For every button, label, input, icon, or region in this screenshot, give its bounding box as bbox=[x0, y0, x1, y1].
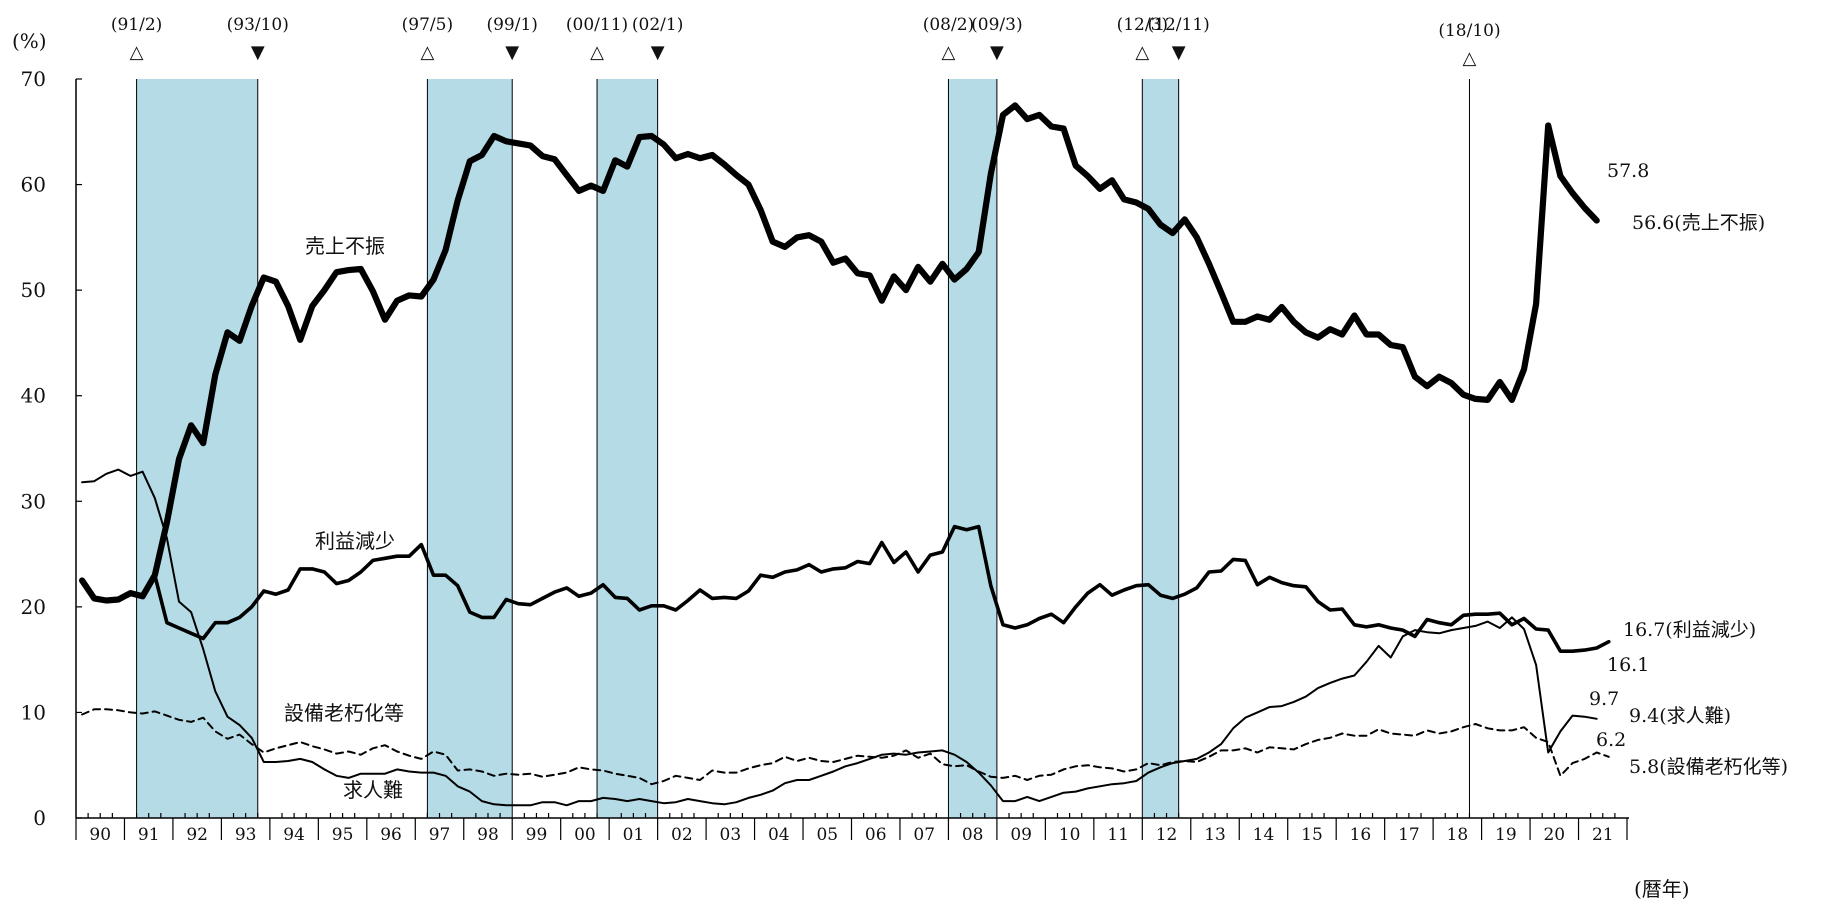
x-tick-label: 14 bbox=[1253, 825, 1275, 845]
x-tick-label: 19 bbox=[1495, 825, 1517, 845]
y-tick-label: 30 bbox=[21, 489, 46, 513]
peak-date-label: (12/3) bbox=[1117, 15, 1168, 35]
labels-group: (91/2) (93/10) △ ▼ (97/5) (99/1) △ ▼ (00/11) (02/… bbox=[111, 15, 1788, 802]
series-prev-value-label: 16.1 bbox=[1607, 654, 1649, 676]
trough-date-label: (99/1) bbox=[486, 15, 537, 35]
y-tick-label: 0 bbox=[33, 806, 46, 830]
recession-band bbox=[597, 79, 658, 818]
x-tick-label: 97 bbox=[429, 825, 451, 845]
x-tick-label: 20 bbox=[1543, 825, 1565, 845]
series-end-label: 16.7(利益減少) bbox=[1623, 619, 1756, 641]
x-tick-label: 05 bbox=[816, 825, 838, 845]
series-line-3 bbox=[81, 468, 1598, 807]
x-tick-label: 01 bbox=[623, 825, 645, 845]
series-line-1 bbox=[79, 102, 1600, 604]
recession-band bbox=[427, 79, 513, 818]
trough-marker: ▼ bbox=[1172, 42, 1186, 63]
series-name-label: 利益減少 bbox=[315, 529, 395, 553]
x-tick-label: 03 bbox=[720, 825, 742, 845]
x-tick-label: 13 bbox=[1204, 825, 1226, 845]
recession-band bbox=[136, 79, 258, 818]
peak-marker: △ bbox=[942, 42, 956, 63]
series-end-label: 9.4(求人難) bbox=[1629, 705, 1731, 727]
y-axis-unit-label: (%) bbox=[12, 29, 47, 53]
series-line-4 bbox=[81, 708, 1610, 786]
axes-group: 0 10 20 30 40 50 60 70 90 91 92 93 94 95 96 97 98 99 00 01 0… bbox=[21, 67, 1629, 845]
x-tick-label: 96 bbox=[380, 825, 402, 845]
x-axis-unit-label: (暦年) bbox=[1634, 877, 1690, 901]
peak-marker: △ bbox=[1135, 42, 1149, 63]
trough-date-label: (12/11) bbox=[1148, 15, 1210, 35]
x-tick-label: 18 bbox=[1447, 825, 1469, 845]
series-name-label: 設備老朽化等 bbox=[284, 701, 404, 725]
trough-marker: ▼ bbox=[651, 42, 665, 63]
x-tick-label: 94 bbox=[283, 825, 305, 845]
peak-date-label: (08/2) bbox=[923, 15, 974, 35]
peak-marker: △ bbox=[420, 42, 434, 63]
x-tick-label: 02 bbox=[671, 825, 693, 845]
series-name-label: 求人難 bbox=[343, 778, 403, 802]
peak-date-label: (18/10) bbox=[1438, 21, 1500, 41]
x-tick-label: 17 bbox=[1398, 825, 1420, 845]
trough-date-label: (09/3) bbox=[971, 15, 1022, 35]
peak-marker: △ bbox=[1463, 48, 1477, 69]
x-tick-label: 95 bbox=[332, 825, 354, 845]
x-tick-label: 90 bbox=[89, 825, 111, 845]
x-tick-label: 92 bbox=[186, 825, 208, 845]
y-tick-label: 60 bbox=[21, 173, 46, 197]
y-tick-label: 10 bbox=[21, 700, 46, 724]
y-tick-label: 20 bbox=[21, 595, 46, 619]
series-prev-value-label: 9.7 bbox=[1589, 688, 1619, 710]
trough-marker: ▼ bbox=[990, 42, 1004, 63]
x-tick-label: 00 bbox=[574, 825, 596, 845]
series-prev-value-label: 57.8 bbox=[1607, 160, 1649, 182]
x-tick-label: 11 bbox=[1107, 825, 1129, 845]
peak-date-label: (97/5) bbox=[402, 15, 453, 35]
x-tick-label: 07 bbox=[913, 825, 935, 845]
x-tick-label: 91 bbox=[138, 825, 160, 845]
y-tick-label: 50 bbox=[21, 278, 46, 302]
series-end-label: 5.8(設備老朽化等) bbox=[1629, 756, 1788, 778]
peak-date-label: (91/2) bbox=[111, 15, 162, 35]
series-prev-value-label: 6.2 bbox=[1596, 729, 1626, 751]
x-tick-label: 06 bbox=[865, 825, 887, 845]
x-tick-label: 21 bbox=[1592, 825, 1614, 845]
x-tick-label: 10 bbox=[1059, 825, 1081, 845]
series-group bbox=[79, 102, 1611, 807]
peak-marker: △ bbox=[590, 42, 604, 63]
peak-marker: △ bbox=[130, 42, 144, 63]
x-tick-label: 12 bbox=[1156, 825, 1178, 845]
x-tick-label: 04 bbox=[768, 825, 790, 845]
x-tick-label: 15 bbox=[1301, 825, 1323, 845]
x-tick-label: 09 bbox=[1010, 825, 1032, 845]
y-tick-label: 70 bbox=[21, 67, 46, 91]
trough-marker: ▼ bbox=[251, 42, 265, 63]
x-tick-label: 99 bbox=[526, 825, 548, 845]
trough-date-label: (93/10) bbox=[227, 15, 289, 35]
x-tick-label: 98 bbox=[477, 825, 499, 845]
y-tick-label: 40 bbox=[21, 384, 46, 408]
recession-band bbox=[1142, 79, 1179, 818]
series-name-label: 売上不振 bbox=[305, 234, 385, 258]
peak-date-label: (00/11) bbox=[566, 15, 628, 35]
x-tick-label: 08 bbox=[962, 825, 984, 845]
x-tick-label: 93 bbox=[235, 825, 257, 845]
recession-shading-group bbox=[136, 79, 1470, 818]
trough-marker: ▼ bbox=[505, 42, 519, 63]
trough-date-label: (02/1) bbox=[632, 15, 683, 35]
series-line-2 bbox=[80, 524, 1611, 653]
x-tick-label: 16 bbox=[1350, 825, 1372, 845]
series-end-label: 56.6(売上不振) bbox=[1632, 212, 1765, 234]
